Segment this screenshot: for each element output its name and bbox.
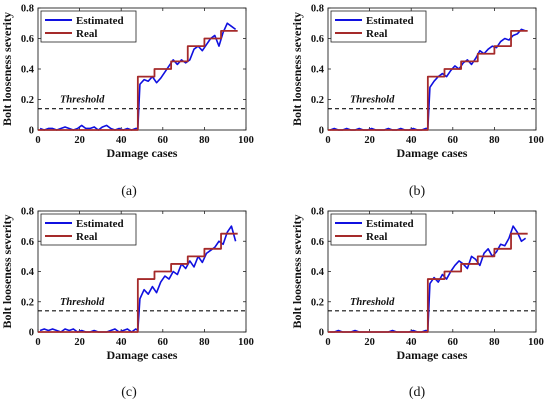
chart-panel-1: 0 20 40 60 80 100 0 0.2 0.4 0.6 0.8 Damage cases Bol… [0, 4, 254, 161]
panel-caption: (b) [409, 184, 426, 199]
x-tick-label: 60 [448, 337, 459, 348]
legend-box [330, 10, 427, 43]
y-tick-label: 0.6 [21, 34, 34, 45]
x-tick-label: 40 [116, 337, 127, 348]
legend-label-estimated: Estimated [366, 15, 414, 27]
chart-panel-2: 0 20 40 60 80 100 0 0.2 0.4 0.6 0.8 Damage cases Bol… [290, 4, 544, 161]
x-tick-label: 20 [74, 135, 85, 146]
x-axis-label: Damage cases [107, 146, 178, 160]
y-tick-label: 0.8 [311, 4, 324, 15]
x-tick-label: 20 [364, 135, 375, 146]
y-axis-label: Bolt looseness severity [290, 215, 304, 329]
x-tick-label: 80 [199, 337, 210, 348]
chart-panel-3: 0 20 40 60 80 100 0 0.2 0.4 0.6 0.8 Damage cases Bol… [0, 207, 254, 363]
x-axis-label: Damage cases [107, 348, 178, 362]
y-tick-label: 0 [319, 126, 324, 137]
y-tick-label: 0 [29, 328, 34, 339]
x-tick-label: 80 [489, 337, 500, 348]
y-axis-label: Bolt looseness severity [290, 12, 304, 126]
x-tick-label: 80 [199, 135, 210, 146]
legend-label-estimated: Estimated [76, 15, 124, 27]
legend-box [40, 213, 137, 246]
x-tick-label: 40 [406, 135, 417, 146]
y-tick-label: 0.2 [21, 95, 34, 106]
x-tick-label: 80 [489, 135, 500, 146]
threshold-label: Threshold [350, 297, 395, 308]
series-line-real [328, 232, 528, 333]
x-tick-label: 0 [35, 135, 40, 146]
panel-caption: (a) [121, 184, 137, 199]
x-tick-label: 0 [35, 337, 40, 348]
y-tick-label: 0.6 [21, 237, 34, 248]
x-tick-label: 20 [74, 337, 85, 348]
x-tick-label: 100 [528, 337, 544, 348]
y-axis-label: Bolt looseness severity [0, 12, 14, 126]
legend-label-estimated: Estimated [76, 218, 124, 230]
series-line-real [328, 29, 528, 131]
y-tick-label: 0.2 [21, 297, 34, 308]
threshold-label: Threshold [350, 95, 395, 106]
x-tick-label: 0 [325, 135, 330, 146]
panel-caption: (c) [121, 385, 137, 400]
series-line-real [38, 29, 238, 131]
legend-label-real: Real [366, 231, 387, 243]
y-tick-label: 0.8 [21, 207, 34, 218]
y-axis-label: Bolt looseness severity [0, 215, 14, 329]
legend-box [40, 10, 137, 43]
y-tick-label: 0.2 [311, 95, 324, 106]
y-tick-label: 0.6 [311, 34, 324, 45]
x-tick-label: 60 [448, 135, 459, 146]
y-tick-label: 0.4 [21, 65, 35, 76]
x-tick-label: 60 [158, 135, 169, 146]
y-tick-label: 0.4 [311, 267, 325, 278]
y-tick-label: 0.4 [21, 267, 35, 278]
series-line-real [38, 232, 238, 333]
legend-label-real: Real [366, 28, 387, 40]
x-tick-label: 60 [158, 337, 169, 348]
y-tick-label: 0 [319, 328, 324, 339]
x-axis-label: Damage cases [397, 146, 468, 160]
x-tick-label: 100 [238, 337, 254, 348]
legend-label-real: Real [76, 28, 97, 40]
y-tick-label: 0.8 [311, 207, 324, 218]
chart-panel-4: 0 20 40 60 80 100 0 0.2 0.4 0.6 0.8 Damage cases Bol… [290, 207, 544, 363]
x-tick-label: 100 [238, 135, 254, 146]
x-tick-label: 20 [364, 337, 375, 348]
x-tick-label: 40 [406, 337, 417, 348]
y-tick-label: 0.2 [311, 297, 324, 308]
legend-label-real: Real [76, 231, 97, 243]
x-tick-label: 100 [528, 135, 544, 146]
threshold-label: Threshold [60, 95, 105, 106]
panel-caption: (d) [409, 385, 426, 400]
y-tick-label: 0 [29, 126, 34, 137]
threshold-label: Threshold [60, 297, 105, 308]
legend-label-estimated: Estimated [366, 218, 414, 230]
x-tick-label: 0 [325, 337, 330, 348]
y-tick-label: 0.8 [21, 4, 34, 15]
x-axis-label: Damage cases [397, 348, 468, 362]
legend-box [330, 213, 427, 246]
y-tick-label: 0.4 [311, 65, 325, 76]
y-tick-label: 0.6 [311, 237, 324, 248]
x-tick-label: 40 [116, 135, 127, 146]
